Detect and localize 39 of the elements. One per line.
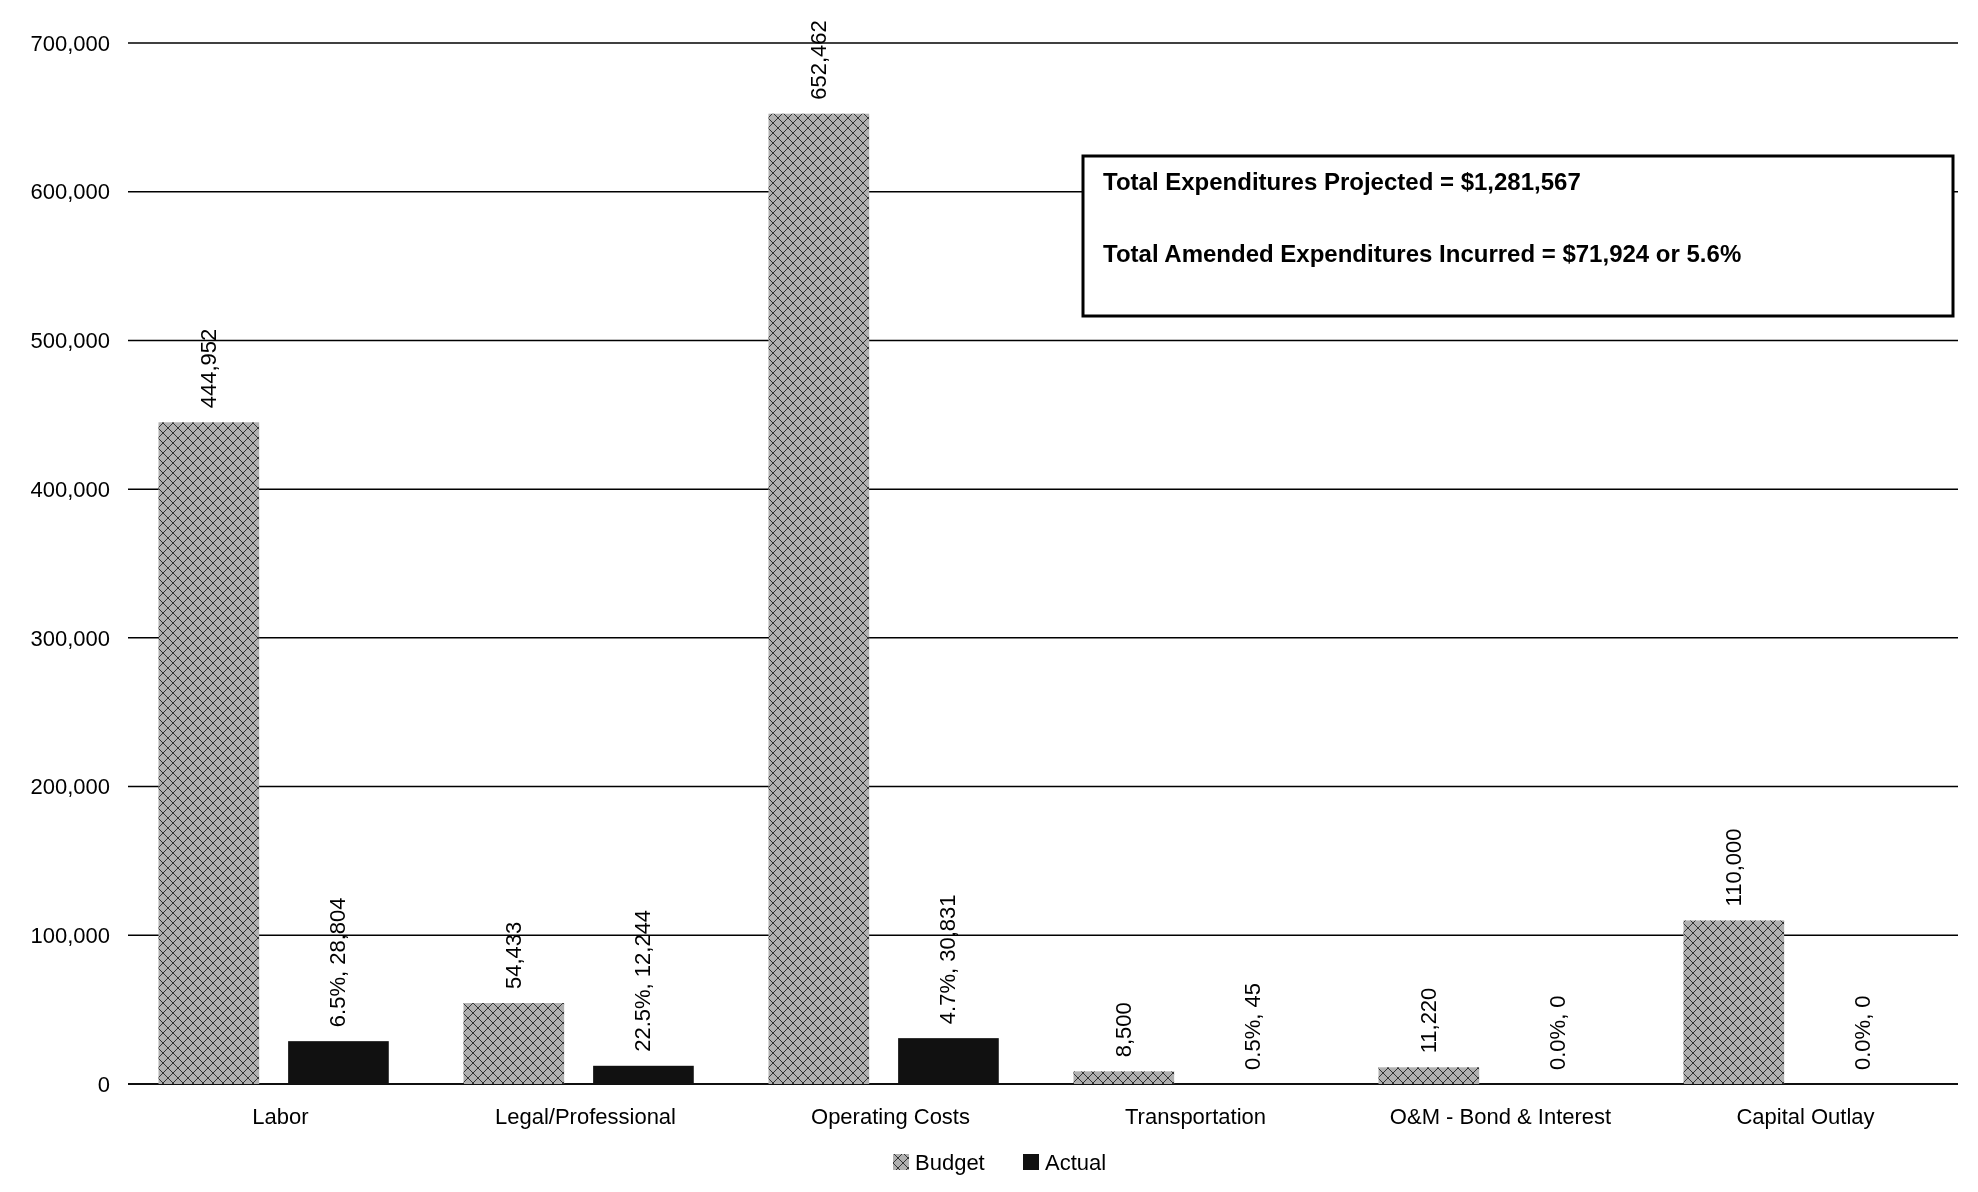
y-tick-label: 400,000 (30, 476, 110, 502)
bar (1073, 1071, 1175, 1084)
bar (158, 422, 260, 1084)
data-label: 11,220 (1415, 987, 1441, 1054)
data-label: 8,500 (1110, 1002, 1136, 1058)
bar (1683, 920, 1785, 1084)
bar (593, 1065, 694, 1084)
x-tick-label: Capital Outlay (1736, 1104, 1875, 1129)
data-label: 4.7%, 30,831 (935, 894, 961, 1025)
data-label: 6.5%, 28,804 (325, 897, 351, 1028)
bar (288, 1041, 389, 1084)
y-tick-label: 500,000 (30, 328, 110, 354)
y-tick-label: 700,000 (30, 30, 110, 56)
legend-label: Actual (1045, 1149, 1107, 1175)
data-label: 0.0%, 0 (1545, 995, 1571, 1070)
bar (463, 1003, 565, 1084)
x-tick-label: Transportation (1124, 1104, 1267, 1129)
data-label: 652,462 (805, 20, 831, 100)
y-tick-label: 0 (97, 1071, 110, 1097)
data-label: 110,000 (1720, 828, 1746, 907)
legend-label: Budget (915, 1149, 985, 1175)
bar (1378, 1067, 1480, 1084)
data-label: 0.0%, 0 (1850, 995, 1876, 1070)
bar (898, 1038, 999, 1084)
bar (768, 113, 870, 1084)
y-tick-label: 300,000 (30, 625, 110, 651)
data-label: 444,952 (195, 328, 221, 409)
x-tick-label: Labor (252, 1104, 309, 1129)
data-label: 54,433 (500, 921, 526, 990)
annotation: Total Amended Expenditures Incurred = $71,924 or 5.6% (1103, 240, 1742, 267)
annotation: Total Expenditures Projected = $1,281,567 (1103, 168, 1581, 195)
y-tick-label: 100,000 (30, 922, 110, 948)
x-tick-label: O&M - Bond & Interest (1389, 1104, 1612, 1129)
y-tick-label: 600,000 (30, 179, 110, 205)
x-tick-label: Operating Costs (811, 1104, 970, 1129)
data-label: 22.5%, 12,244 (630, 909, 656, 1052)
data-label: 0.5%, 45 (1240, 983, 1266, 1070)
y-tick-label: 200,000 (30, 774, 110, 800)
x-tick-label: Legal/Professional (494, 1104, 677, 1129)
